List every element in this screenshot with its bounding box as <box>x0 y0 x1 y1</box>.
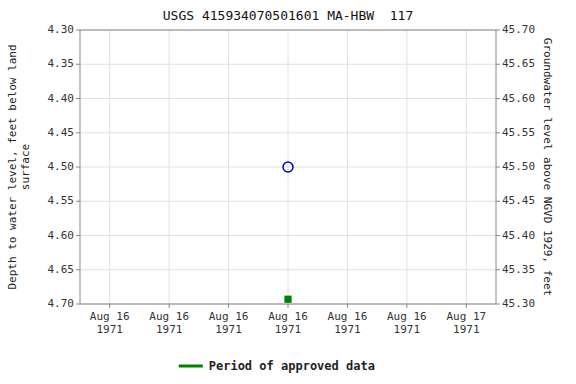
tick-label: 45.65 <box>502 57 535 70</box>
grid-line <box>466 30 467 304</box>
y2-axis-label: Groundwater level above NGVD 1929, feet <box>541 38 554 296</box>
tick <box>466 304 467 308</box>
grid-line <box>169 30 170 304</box>
marks <box>283 162 293 302</box>
tick-label: Aug 161971 <box>149 310 189 336</box>
tick <box>496 64 500 65</box>
tick-label: 4.30 <box>48 23 75 36</box>
x-axis: Aug 161971 Aug 161971 Aug 161971 Aug 161971… <box>90 304 486 336</box>
chart: 4.30 4.35 4.40 4.45 4.50 4.55 4.60 4.65 4.70 45.7… <box>0 0 576 384</box>
tick <box>496 269 500 270</box>
tick-label: Aug 161971 <box>387 310 427 336</box>
tick <box>76 30 80 31</box>
tick <box>76 64 80 65</box>
tick-label: Aug 161971 <box>268 310 308 336</box>
tick <box>496 304 500 305</box>
grid-line <box>228 30 229 304</box>
tick-label: 45.50 <box>502 160 535 173</box>
grid-line <box>109 30 110 304</box>
tick <box>496 167 500 168</box>
tick-label: 45.55 <box>502 126 535 139</box>
tick <box>76 201 80 202</box>
tick-label: 4.55 <box>48 194 75 207</box>
point <box>285 296 291 302</box>
tick-label: 45.70 <box>502 23 535 36</box>
tick-label: 4.45 <box>48 126 75 139</box>
tick <box>76 304 80 305</box>
tick-label: Aug 161971 <box>209 310 249 336</box>
tick-label: 4.65 <box>48 263 75 276</box>
tick-label: 4.70 <box>48 297 75 310</box>
tick-label: 4.60 <box>48 229 75 242</box>
plot-frame <box>80 30 496 304</box>
tick-label: 45.35 <box>502 263 535 276</box>
tick <box>228 304 229 308</box>
legend-swatch <box>179 365 203 368</box>
tick-label: 4.35 <box>48 57 75 70</box>
tick <box>496 98 500 99</box>
grid-line <box>288 30 289 304</box>
tick-label: 45.40 <box>502 229 535 242</box>
title: USGS 415934070501601 MA-HBW 117 <box>163 8 413 23</box>
tick <box>496 201 500 202</box>
tick-label: 45.45 <box>502 194 535 207</box>
tick <box>288 304 289 308</box>
grid-line <box>406 30 407 304</box>
grid-line <box>347 30 348 304</box>
y2-axis: 45.70 45.65 45.60 45.55 45.50 45.45 45.40 45.35… <box>496 23 535 310</box>
tick <box>76 132 80 133</box>
tick <box>406 304 407 308</box>
tick-label: Aug 161971 <box>328 310 368 336</box>
tick-label: 4.40 <box>48 92 75 105</box>
point <box>283 162 293 172</box>
y-axis-label: Depth to water level, feet below landsur… <box>6 44 32 289</box>
tick <box>76 235 80 236</box>
legend-label: Period of approved data <box>209 359 375 373</box>
tick-label: Aug 161971 <box>90 310 130 336</box>
tick <box>496 30 500 31</box>
tick <box>76 269 80 270</box>
grid <box>80 30 496 304</box>
tick <box>76 98 80 99</box>
tick-label: 45.60 <box>502 92 535 105</box>
legend: Period of approved data <box>179 359 375 373</box>
tick-label: Aug 171971 <box>446 310 486 336</box>
y-axis: 4.30 4.35 4.40 4.45 4.50 4.55 4.60 4.65 4.70 <box>48 23 81 310</box>
tick <box>109 304 110 308</box>
tick <box>496 132 500 133</box>
tick <box>496 235 500 236</box>
tick <box>347 304 348 308</box>
tick <box>76 167 80 168</box>
tick-label: 45.30 <box>502 297 535 310</box>
tick-label: 4.50 <box>48 160 75 173</box>
tick <box>169 304 170 308</box>
